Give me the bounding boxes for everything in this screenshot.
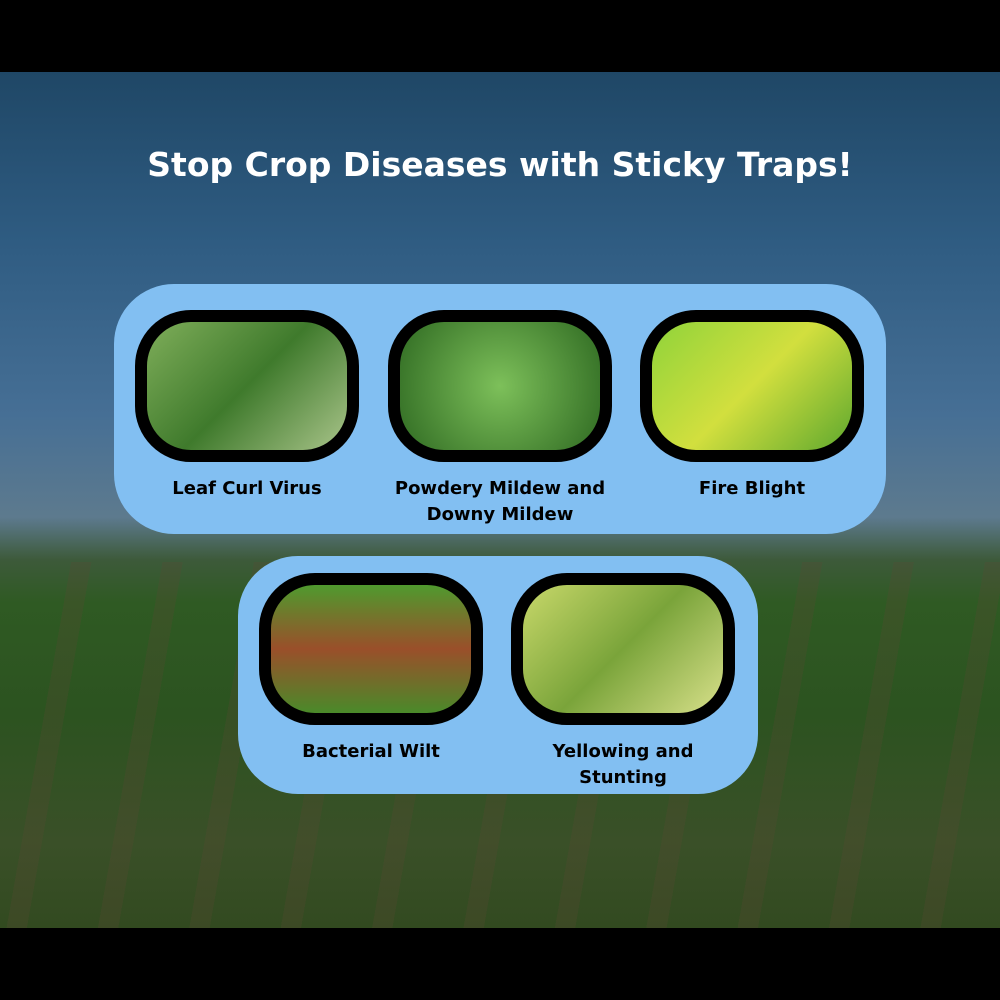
disease-image [135, 310, 359, 462]
disease-image [259, 573, 483, 725]
disease-label: Yellowing and Stunting [552, 741, 694, 788]
disease-image [640, 310, 864, 462]
disease-label: Bacterial Wilt [302, 741, 440, 762]
disease-image [511, 573, 735, 725]
disease-card: Bacterial Wilt [259, 573, 483, 765]
disease-label: Powdery Mildew and Downy Mildew [394, 478, 606, 525]
disease-card: Fire Blight [640, 310, 864, 502]
page-title: Stop Crop Diseases with Sticky Traps! [147, 145, 853, 184]
disease-label: Leaf Curl Virus [172, 478, 322, 499]
disease-image [388, 310, 612, 462]
disease-card: Yellowing and Stunting [511, 573, 735, 791]
disease-label: Fire Blight [698, 478, 806, 499]
disease-card: Powdery Mildew and Downy Mildew [388, 310, 612, 528]
disease-card: Leaf Curl Virus [135, 310, 359, 502]
